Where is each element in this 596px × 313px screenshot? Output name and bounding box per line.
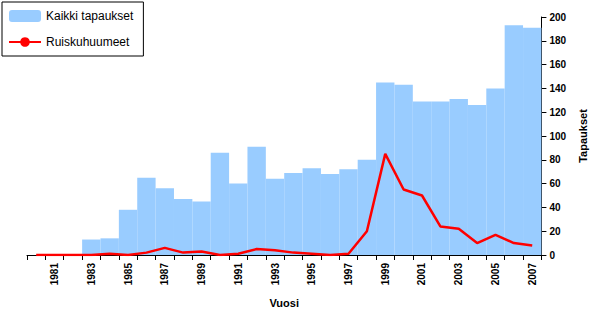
svg-text:0: 0 xyxy=(549,250,555,261)
svg-text:200: 200 xyxy=(549,12,566,23)
svg-text:1985: 1985 xyxy=(123,263,134,286)
svg-text:180: 180 xyxy=(549,35,566,46)
svg-text:100: 100 xyxy=(549,131,566,142)
svg-text:1989: 1989 xyxy=(196,263,207,286)
svg-text:60: 60 xyxy=(549,178,561,189)
svg-text:140: 140 xyxy=(549,83,566,94)
svg-text:40: 40 xyxy=(549,202,561,213)
svg-text:1997: 1997 xyxy=(343,263,354,286)
svg-text:Vuosi: Vuosi xyxy=(269,297,299,309)
svg-text:120: 120 xyxy=(549,107,566,118)
svg-text:Ruiskuhuumeet: Ruiskuhuumeet xyxy=(46,35,130,49)
svg-text:2005: 2005 xyxy=(490,263,501,286)
svg-text:2001: 2001 xyxy=(416,263,427,286)
svg-text:2003: 2003 xyxy=(453,263,464,286)
svg-text:1999: 1999 xyxy=(380,263,391,286)
svg-text:1983: 1983 xyxy=(86,263,97,286)
svg-text:160: 160 xyxy=(549,59,566,70)
svg-text:Kaikki tapaukset: Kaikki tapaukset xyxy=(46,9,134,23)
svg-text:80: 80 xyxy=(549,154,561,165)
svg-text:1981: 1981 xyxy=(49,263,60,286)
svg-text:1991: 1991 xyxy=(233,263,244,286)
svg-text:2007: 2007 xyxy=(527,263,538,286)
svg-text:1995: 1995 xyxy=(306,263,317,286)
svg-text:1993: 1993 xyxy=(270,263,281,286)
svg-text:Tapaukset: Tapaukset xyxy=(577,109,589,163)
svg-text:20: 20 xyxy=(549,226,561,237)
svg-text:1987: 1987 xyxy=(159,263,170,286)
